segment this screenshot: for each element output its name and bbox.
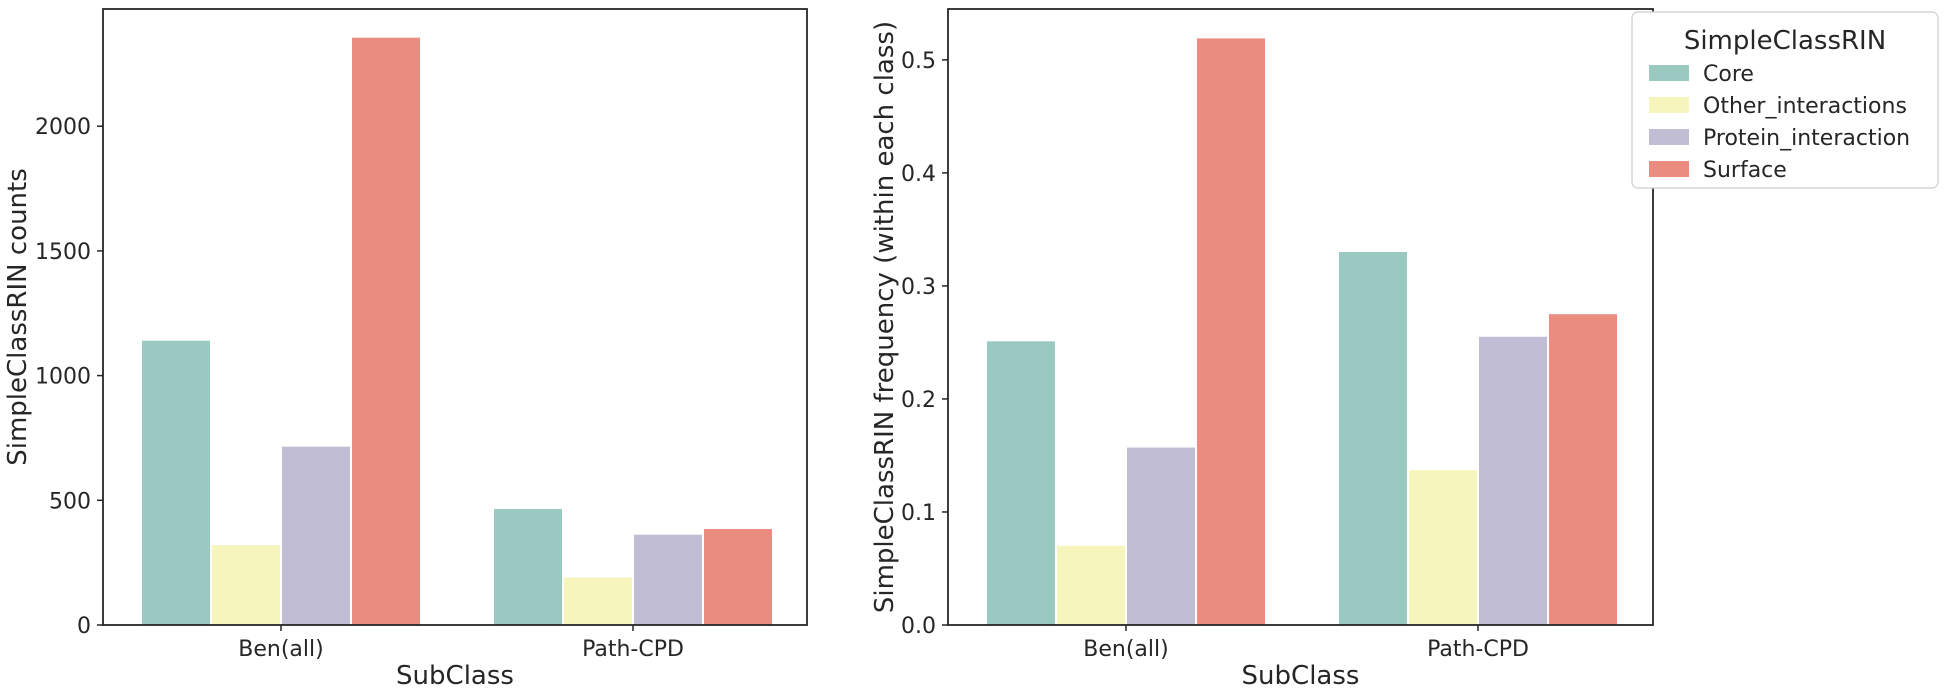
- bar-protein-interaction-1: [634, 534, 702, 625]
- x-axis-title: SubClass: [396, 661, 514, 691]
- y-tick-label: 500: [49, 489, 91, 514]
- bar-other-interactions-0: [1057, 545, 1125, 625]
- y-tick-label: 0.5: [901, 49, 936, 74]
- y-tick-label: 0.1: [901, 501, 936, 526]
- counts-plot: 0 500 1000 1500 2000 Ben(all) Path-CPD SubClass…: [3, 8, 808, 691]
- y-tick-label: 1500: [35, 240, 91, 265]
- frequency-plot: 0.0 0.1 0.2 0.3 0.4 0.5 Ben(all) Path-CPD SubCla…: [870, 8, 1654, 691]
- bar-core-0: [987, 341, 1055, 625]
- legend-swatch-surface: [1649, 161, 1689, 177]
- y-tick-label: 0.0: [901, 614, 936, 639]
- legend-label-surface: Surface: [1703, 158, 1787, 183]
- bar-core-1: [1339, 252, 1407, 626]
- bar-surface-0: [1197, 38, 1265, 626]
- legend-label-protein-interaction: Protein_interaction: [1703, 126, 1910, 151]
- bar-core-1: [494, 509, 562, 625]
- bar-protein-interaction-1: [1479, 336, 1547, 625]
- y-tick-label: 0.2: [901, 388, 936, 413]
- plot-frame: [947, 8, 1654, 626]
- bar-other-interactions-0: [212, 545, 280, 625]
- legend-title: SimpleClassRIN: [1684, 26, 1886, 56]
- legend-label-other-interactions: Other_interactions: [1703, 94, 1907, 119]
- legend-box: [1631, 11, 1939, 189]
- bar-other-interactions-1: [564, 577, 632, 625]
- bar-surface-1: [704, 528, 772, 625]
- x-tick-label: Path-CPD: [582, 637, 684, 662]
- x-tick-label: Path-CPD: [1427, 637, 1529, 662]
- bar-protein-interaction-0: [282, 446, 350, 625]
- x-tick-label: Ben(all): [1083, 637, 1168, 662]
- plot-frame: [102, 8, 808, 626]
- bar-surface-0: [352, 37, 420, 625]
- legend: SimpleClassRIN Core Other_interactions Prot…: [1631, 11, 1939, 189]
- bar-surface-1: [1549, 314, 1617, 625]
- y-axis-title: SimpleClassRIN counts: [3, 168, 33, 466]
- y-tick-label: 2000: [35, 115, 91, 140]
- x-axis-title: SubClass: [1242, 661, 1360, 691]
- bar-other-interactions-1: [1409, 470, 1477, 625]
- legend-swatch-other-interactions: [1649, 97, 1689, 113]
- legend-swatch-core: [1649, 65, 1689, 81]
- legend-swatch-protein-interaction: [1649, 129, 1689, 145]
- x-tick-label: Ben(all): [238, 637, 323, 662]
- y-axis-title: SimpleClassRIN frequency (within each cl…: [870, 21, 900, 613]
- bar-core-0: [142, 340, 210, 625]
- y-tick-label: 0.4: [901, 162, 936, 187]
- bar-protein-interaction-0: [1127, 447, 1195, 625]
- legend-label-core: Core: [1703, 62, 1754, 87]
- y-tick-label: 0.3: [901, 275, 936, 300]
- y-tick-label: 0: [77, 614, 91, 639]
- y-tick-label: 1000: [35, 365, 91, 390]
